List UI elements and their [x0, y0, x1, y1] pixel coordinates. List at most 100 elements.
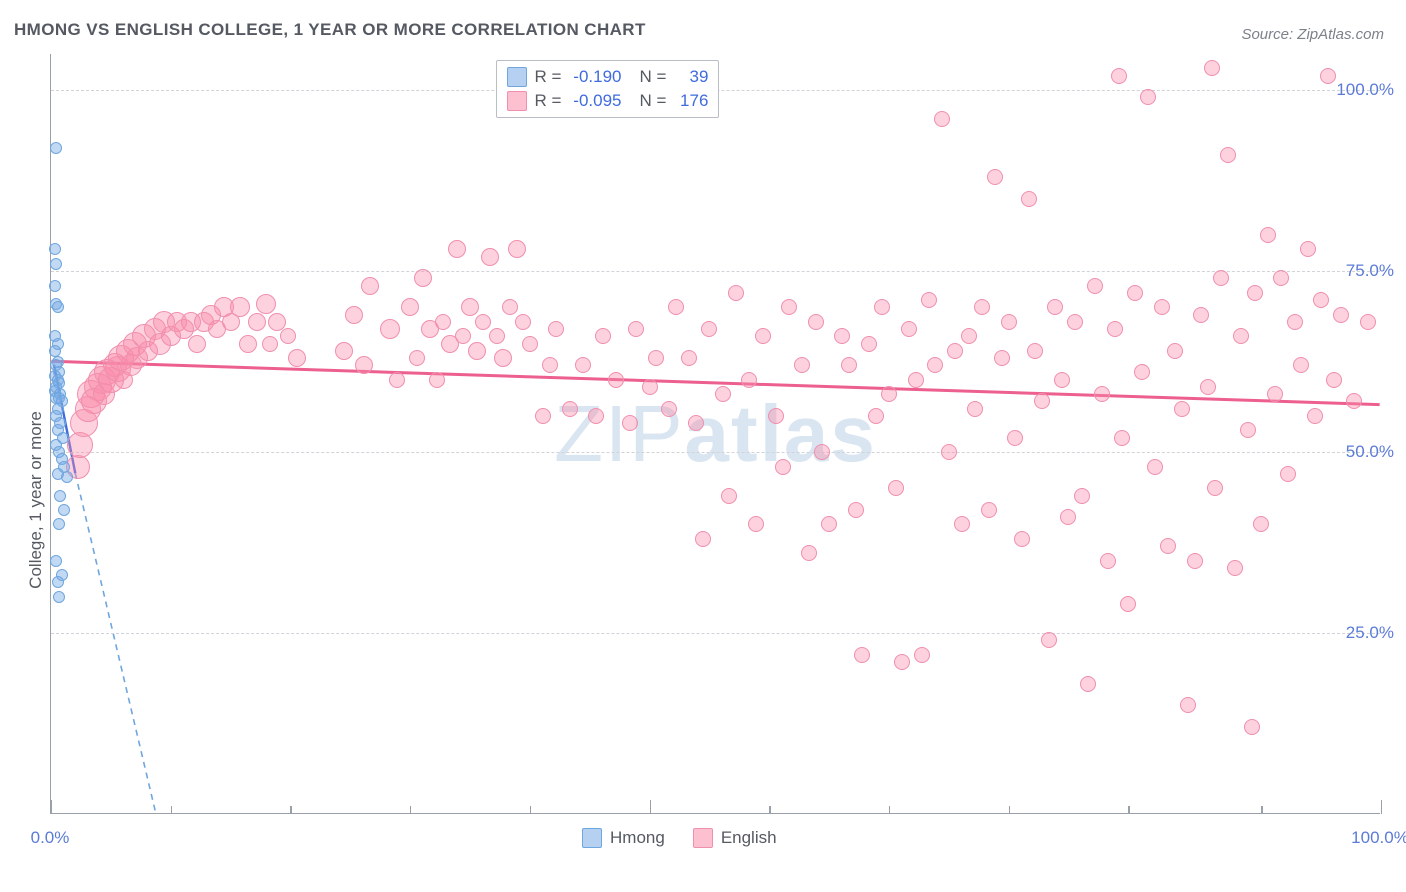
english-point — [1326, 372, 1342, 388]
english-point — [448, 240, 466, 258]
english-point — [1054, 372, 1070, 388]
english-point — [535, 408, 551, 424]
english-point — [1207, 480, 1223, 496]
source-attribution: Source: ZipAtlas.com — [1241, 26, 1384, 43]
x-tick-mark — [530, 806, 531, 814]
english-point — [1273, 270, 1289, 286]
english-point — [401, 298, 419, 316]
english-point — [1280, 466, 1296, 482]
english-point — [1267, 386, 1283, 402]
english-point — [861, 336, 877, 352]
english-point — [1307, 408, 1323, 424]
english-point — [622, 415, 638, 431]
english-point — [515, 314, 531, 330]
correlation-stat-box: R = -0.190 N = 39 R = -0.095 N = 176 — [496, 60, 720, 118]
english-point — [888, 480, 904, 496]
chart-title: HMONG VS ENGLISH COLLEGE, 1 YEAR OR MORE… — [14, 20, 646, 40]
english-point — [974, 299, 990, 315]
stat-row-hmong: R = -0.190 N = 39 — [507, 67, 709, 87]
english-point — [881, 386, 897, 402]
english-point — [1204, 60, 1220, 76]
english-point — [1227, 560, 1243, 576]
english-point — [248, 313, 266, 331]
x-tick-mark — [769, 806, 770, 814]
english-point — [1240, 422, 1256, 438]
english-point — [748, 516, 764, 532]
english-point — [1140, 89, 1156, 105]
y-tick-label: 75.0% — [1346, 261, 1394, 281]
english-point — [768, 408, 784, 424]
stat-r-label: R = — [535, 91, 562, 111]
english-point — [588, 408, 604, 424]
english-point — [755, 328, 771, 344]
english-point — [1127, 285, 1143, 301]
english-point — [1167, 343, 1183, 359]
english-point — [981, 502, 997, 518]
english-point — [1134, 364, 1150, 380]
plot-area: ZIPatlas — [50, 54, 1380, 814]
hmong-point — [50, 142, 62, 154]
english-point — [688, 415, 704, 431]
english-point — [1014, 531, 1030, 547]
english-point — [775, 459, 791, 475]
hmong-point — [49, 280, 61, 292]
english-point — [1233, 328, 1249, 344]
english-point — [1260, 227, 1276, 243]
x-tick-mark — [889, 806, 890, 814]
hmong-point — [53, 518, 65, 530]
english-point — [661, 401, 677, 417]
english-point — [1244, 719, 1260, 735]
english-point — [481, 248, 499, 266]
english-point — [468, 342, 486, 360]
stat-r-value: -0.095 — [569, 91, 621, 111]
english-point — [1060, 509, 1076, 525]
english-point — [908, 372, 924, 388]
hmong-point — [61, 471, 73, 483]
x-major-tick-mark — [650, 800, 651, 814]
english-point — [1193, 307, 1209, 323]
english-point — [262, 336, 278, 352]
english-point — [801, 545, 817, 561]
hmong-point — [53, 591, 65, 603]
english-point — [1220, 147, 1236, 163]
english-point — [1174, 401, 1190, 417]
english-point — [1094, 386, 1110, 402]
english-point — [821, 516, 837, 532]
english-point — [409, 350, 425, 366]
x-tick-mark — [1128, 806, 1129, 814]
english-point — [230, 297, 250, 317]
english-point — [921, 292, 937, 308]
english-point — [1247, 285, 1263, 301]
english-point — [548, 321, 564, 337]
english-point — [1047, 299, 1063, 315]
english-point — [648, 350, 664, 366]
english-point — [475, 314, 491, 330]
english-point — [941, 444, 957, 460]
english-point — [414, 269, 432, 287]
swatch-english — [507, 91, 527, 111]
hmong-point — [58, 504, 70, 516]
english-point — [868, 408, 884, 424]
english-point — [834, 328, 850, 344]
legend-item-hmong: Hmong — [582, 828, 665, 848]
english-point — [961, 328, 977, 344]
y-tick-label: 25.0% — [1346, 623, 1394, 643]
english-point — [389, 372, 405, 388]
english-point — [642, 379, 658, 395]
english-point — [1346, 393, 1362, 409]
english-point — [668, 299, 684, 315]
english-point — [741, 372, 757, 388]
english-point — [927, 357, 943, 373]
stat-n-label: N = — [639, 67, 666, 87]
english-point — [355, 356, 373, 374]
legend-swatch-hmong — [582, 828, 602, 848]
english-point — [1041, 632, 1057, 648]
english-point — [814, 444, 830, 460]
series-legend: Hmong English — [582, 828, 777, 848]
y-tick-label: 100.0% — [1336, 80, 1394, 100]
x-tick-mark — [410, 806, 411, 814]
english-point — [1300, 241, 1316, 257]
english-point — [854, 647, 870, 663]
english-point — [455, 328, 471, 344]
english-point — [701, 321, 717, 337]
